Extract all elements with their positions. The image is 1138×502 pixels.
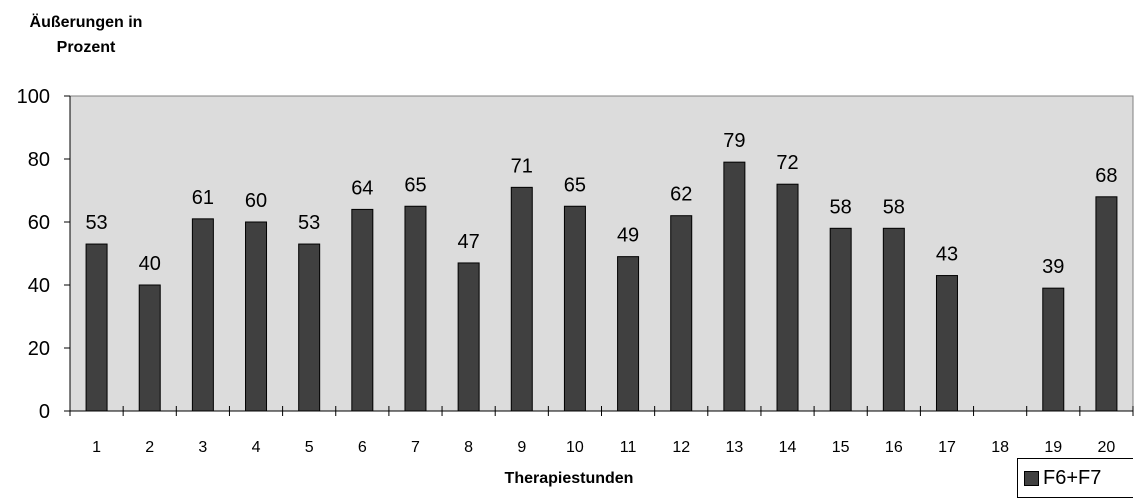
y-tick-label-0: 0 xyxy=(39,401,50,423)
data-label-15: 58 xyxy=(830,196,852,218)
y-axis-title-line-2: Prozent xyxy=(56,39,116,56)
bar-3 xyxy=(191,218,214,412)
data-label-16: 58 xyxy=(883,196,905,218)
x-tick-label-4: 4 xyxy=(252,439,261,456)
bar-14 xyxy=(776,183,799,412)
y-axis-title: Äußerungen in Prozent xyxy=(6,10,166,60)
bar-11 xyxy=(617,256,640,412)
x-tick-label-3: 3 xyxy=(198,439,207,456)
bar-15 xyxy=(829,227,852,412)
x-tick-label-2: 2 xyxy=(145,439,154,456)
data-label-9: 71 xyxy=(511,155,533,177)
x-tick-label-8: 8 xyxy=(464,439,473,456)
data-label-10: 65 xyxy=(564,174,586,196)
bar-19 xyxy=(1042,287,1065,412)
bars-layer xyxy=(85,161,1118,412)
x-axis-title: Therapiestunden xyxy=(504,470,634,487)
x-tick-label-6: 6 xyxy=(358,439,367,456)
x-tick-label-12: 12 xyxy=(672,439,690,456)
y-tick-label-80: 80 xyxy=(28,149,50,171)
data-label-2: 40 xyxy=(139,253,161,275)
data-label-13: 79 xyxy=(723,130,745,152)
y-tick-label-40: 40 xyxy=(28,275,50,297)
y-tick-label-20: 20 xyxy=(28,338,50,360)
bar-17 xyxy=(935,275,958,412)
bar-4 xyxy=(245,221,268,412)
x-tick-label-7: 7 xyxy=(411,439,420,456)
x-tick-label-19: 19 xyxy=(1044,439,1062,456)
data-label-6: 64 xyxy=(351,177,373,199)
legend-swatch xyxy=(1024,470,1039,486)
data-label-14: 72 xyxy=(776,152,798,174)
bar-6 xyxy=(351,208,374,412)
bar-9 xyxy=(510,186,533,412)
bar-5 xyxy=(298,243,321,412)
x-tick-label-16: 16 xyxy=(885,439,903,456)
bar-1 xyxy=(85,243,108,412)
data-label-4: 60 xyxy=(245,190,267,212)
x-tick-label-5: 5 xyxy=(305,439,314,456)
data-label-12: 62 xyxy=(670,184,692,206)
y-tick-label-60: 60 xyxy=(28,212,50,234)
x-tick-label-11: 11 xyxy=(620,439,637,456)
x-tick-label-20: 20 xyxy=(1098,439,1116,456)
data-label-3: 61 xyxy=(192,187,214,209)
y-axis-title-line-1: Äußerungen in xyxy=(29,14,143,31)
y-tick-label-100: 100 xyxy=(17,86,50,108)
plot-area xyxy=(69,95,1134,412)
bar-13 xyxy=(723,161,746,412)
x-tick-label-1: 1 xyxy=(92,439,101,456)
data-label-20: 68 xyxy=(1095,165,1117,187)
data-label-11: 49 xyxy=(617,225,639,247)
x-tick-label-17: 17 xyxy=(938,439,956,456)
data-label-8: 47 xyxy=(458,231,480,253)
bar-20 xyxy=(1095,196,1118,412)
data-label-1: 53 xyxy=(85,212,107,234)
legend: F6+F7 xyxy=(1017,458,1133,498)
legend-label: F6+F7 xyxy=(1043,466,1102,489)
x-tick-label-10: 10 xyxy=(566,439,584,456)
bar-8 xyxy=(457,262,480,412)
data-label-19: 39 xyxy=(1042,256,1064,278)
data-label-5: 53 xyxy=(298,212,320,234)
x-tick-label-15: 15 xyxy=(832,439,850,456)
data-labels-layer: 53 40 61 60 53 64 65 47 71 65 49 62 79 72 58 58 43 39 68 xyxy=(85,130,1117,278)
data-label-17: 43 xyxy=(936,244,958,266)
bar-7 xyxy=(404,205,427,412)
bar-12 xyxy=(670,215,693,412)
data-label-7: 65 xyxy=(404,174,426,196)
bar-10 xyxy=(563,205,586,412)
bar-2 xyxy=(138,284,161,412)
x-tick-label-14: 14 xyxy=(779,439,797,456)
bar-16 xyxy=(882,227,905,412)
x-tick-label-13: 13 xyxy=(725,439,743,456)
x-tick-label-18: 18 xyxy=(991,439,1009,456)
x-tick-label-9: 9 xyxy=(517,439,526,456)
